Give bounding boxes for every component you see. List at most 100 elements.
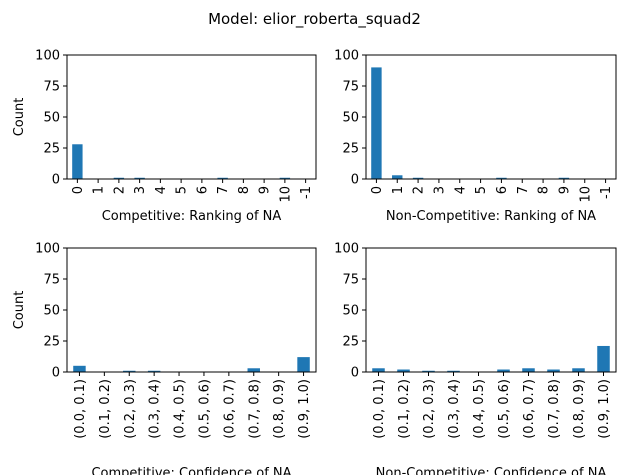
y-tick-label: 100 (334, 49, 359, 64)
x-tick-label: 6 (495, 186, 510, 194)
y-tick-label: 50 (342, 111, 359, 126)
x-tick-label: 2 (112, 186, 127, 194)
x-tick-label: (0.5, 0.6) (497, 379, 512, 439)
x-tick-label: 5 (474, 186, 489, 194)
x-tick-label: 4 (453, 186, 468, 194)
x-tick-label: 7 (516, 186, 531, 194)
x-tick-label: (0.4, 0.5) (472, 379, 487, 439)
x-axis-label: Competitive: Confidence of NA (91, 466, 291, 475)
bar (558, 177, 570, 179)
bar (279, 177, 291, 179)
x-tick-label: 3 (432, 186, 447, 194)
y-tick-label: 25 (43, 335, 60, 350)
bar (147, 370, 161, 372)
x-axis-label: Non-Competitive: Ranking of NA (386, 209, 596, 224)
x-tick-label: 1 (391, 186, 406, 194)
bar (371, 67, 382, 179)
x-tick-label: 8 (537, 186, 552, 194)
x-tick-label: 0 (370, 186, 385, 194)
x-tick-label: (0.6, 0.7) (222, 379, 237, 439)
y-tick-label: 75 (342, 273, 359, 288)
y-tick-label: 25 (342, 142, 359, 157)
x-tick-label: (0.2, 0.3) (422, 379, 437, 439)
y-tick-label: 50 (342, 304, 359, 319)
bar (297, 357, 310, 372)
bar (422, 370, 435, 372)
x-tick-label: -1 (599, 186, 614, 199)
x-tick-label: (0.1, 0.2) (98, 379, 113, 439)
x-tick-label: 9 (258, 186, 273, 194)
x-tick-label: (0.8, 0.9) (272, 379, 287, 439)
figure-title: Model: elior_roberta_squad2 (208, 10, 421, 29)
x-tick-label: 6 (195, 186, 210, 194)
x-tick-label: (0.5, 0.6) (197, 379, 212, 439)
x-axis-label: Competitive: Ranking of NA (102, 209, 282, 224)
bar (372, 368, 385, 372)
x-tick-label: 7 (216, 186, 231, 194)
x-tick-label: 3 (133, 186, 148, 194)
subplot-3: 0 25 50 75 100 (0.0, 0.1) (0.1, 0.2) (0.2, 0.3)… (12, 242, 317, 475)
bar (73, 365, 86, 372)
bar (397, 369, 410, 372)
y-tick-label: 50 (43, 111, 60, 126)
x-tick-label: (0.9, 1.0) (597, 379, 612, 439)
bar (547, 369, 560, 372)
x-tick-label: (0.8, 0.9) (572, 379, 587, 439)
bar (572, 368, 585, 372)
y-axis-label: Count (12, 98, 27, 137)
bar (392, 175, 403, 179)
y-tick-label: 0 (351, 173, 359, 188)
x-tick-label: (0.7, 0.8) (547, 379, 562, 439)
x-tick-label: 0 (71, 186, 86, 194)
y-tick-label: 100 (35, 242, 60, 257)
bar (412, 177, 424, 179)
bar (447, 370, 460, 372)
subplot-4: 0 25 50 75 100 (0.0, 0.1) (0.1, 0.2) (0.2, 0.3)… (334, 242, 617, 475)
y-tick-label: 100 (334, 242, 359, 257)
bar (113, 177, 125, 179)
y-axis-label: Count (12, 291, 27, 330)
x-axis-label: Non-Competitive: Confidence of NA (376, 466, 607, 475)
bar (497, 369, 510, 372)
bar (522, 368, 535, 372)
x-tick-label: (0.3, 0.4) (148, 379, 163, 439)
y-tick-label: 75 (43, 80, 60, 95)
y-tick-label: 0 (52, 173, 60, 188)
bar (72, 144, 83, 179)
x-tick-label: (0.6, 0.7) (522, 379, 537, 439)
bar (217, 177, 228, 179)
y-tick-label: 25 (342, 335, 359, 350)
bar (134, 177, 145, 179)
x-tick-label: (0.3, 0.4) (447, 379, 462, 439)
y-tick-label: 75 (43, 273, 60, 288)
y-tick-label: 0 (52, 366, 60, 381)
x-tick-label: (0.7, 0.8) (247, 379, 262, 439)
x-tick-label: (0.1, 0.2) (397, 379, 412, 439)
bar (247, 368, 260, 372)
x-tick-label: 4 (154, 186, 169, 194)
x-tick-label: (0.2, 0.3) (123, 379, 138, 439)
y-tick-label: 50 (43, 304, 60, 319)
x-tick-label: 9 (557, 186, 572, 194)
x-tick-label: 10 (278, 186, 293, 203)
y-tick-label: 75 (342, 80, 359, 95)
x-tick-label: 5 (175, 186, 190, 194)
x-tick-label: 2 (412, 186, 427, 194)
x-tick-label: 8 (237, 186, 252, 194)
bar (123, 370, 136, 372)
x-tick-label: (0.0, 0.1) (73, 379, 88, 439)
x-tick-label: (0.0, 0.1) (372, 379, 387, 439)
bar (496, 177, 507, 179)
x-tick-label: (0.4, 0.5) (173, 379, 188, 439)
x-tick-label: (0.9, 1.0) (297, 379, 312, 439)
y-tick-label: 25 (43, 142, 60, 157)
x-tick-label: 10 (578, 186, 593, 203)
x-tick-label: 1 (92, 186, 107, 194)
y-tick-label: 0 (351, 366, 359, 381)
x-tick-label: -1 (299, 186, 314, 199)
